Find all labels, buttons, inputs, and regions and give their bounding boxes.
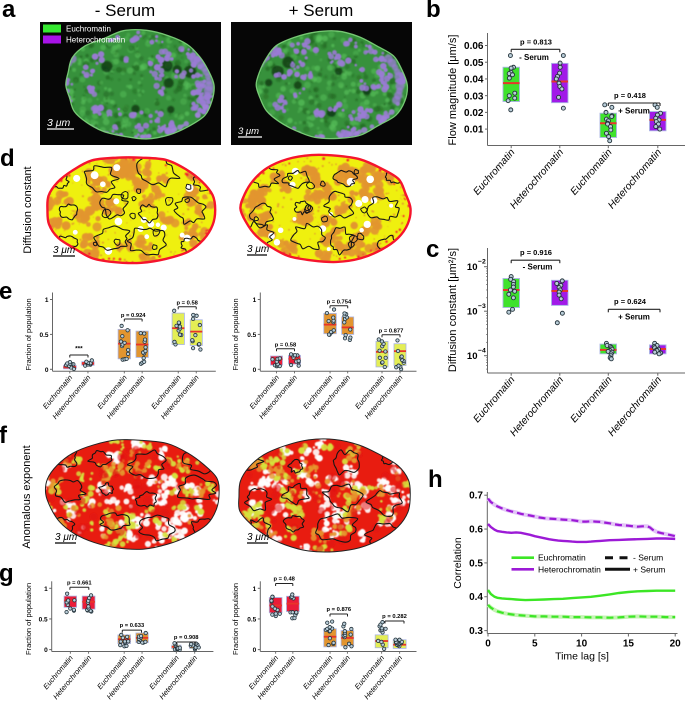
svg-text:a: a bbox=[2, 0, 16, 23]
svg-text:Euchromatin: Euchromatin bbox=[66, 25, 111, 34]
svg-text:h: h bbox=[428, 466, 443, 493]
svg-text:0.03: 0.03 bbox=[464, 91, 484, 102]
svg-text:p = 0.813: p = 0.813 bbox=[520, 38, 552, 47]
svg-text:Heterochromatin: Heterochromatin bbox=[66, 36, 125, 45]
svg-text:p = 0.48: p = 0.48 bbox=[273, 577, 295, 583]
svg-text:d: d bbox=[0, 145, 15, 172]
svg-text:b: b bbox=[426, 0, 441, 23]
svg-text:p = 0.754: p = 0.754 bbox=[327, 300, 352, 306]
svg-text:+ Serum: + Serum bbox=[633, 564, 665, 574]
svg-text:e: e bbox=[0, 278, 12, 305]
svg-text:0.05: 0.05 bbox=[464, 58, 484, 69]
svg-text:3 μm: 3 μm bbox=[55, 532, 77, 543]
svg-text:Time lag [s]: Time lag [s] bbox=[555, 651, 609, 663]
svg-text:1: 1 bbox=[45, 297, 49, 304]
svg-text:0.04: 0.04 bbox=[464, 75, 484, 86]
svg-text:−4: −4 bbox=[478, 348, 486, 355]
svg-text:p = 0.924: p = 0.924 bbox=[121, 313, 146, 319]
svg-text:3 μm: 3 μm bbox=[53, 245, 75, 256]
svg-text:p = 0.58: p = 0.58 bbox=[176, 301, 198, 307]
svg-text:p = 0.661: p = 0.661 bbox=[67, 580, 92, 586]
svg-text:15: 15 bbox=[623, 639, 635, 650]
svg-text:0: 0 bbox=[45, 367, 49, 374]
svg-text:1: 1 bbox=[253, 586, 257, 593]
svg-text:c: c bbox=[426, 236, 439, 263]
svg-text:1: 1 bbox=[44, 586, 48, 593]
svg-text:0.7: 0.7 bbox=[469, 491, 483, 502]
svg-text:p = 0.418: p = 0.418 bbox=[614, 91, 646, 100]
svg-text:3 μm: 3 μm bbox=[47, 117, 71, 129]
svg-text:- Serum: - Serum bbox=[523, 263, 553, 272]
svg-text:3 μm: 3 μm bbox=[247, 244, 269, 255]
svg-text:10: 10 bbox=[467, 351, 478, 362]
svg-text:0: 0 bbox=[253, 647, 257, 654]
svg-text:Anomalous exponent: Anomalous exponent bbox=[21, 445, 33, 548]
svg-text:−2: −2 bbox=[478, 259, 486, 266]
svg-text:- Serum: - Serum bbox=[633, 553, 663, 563]
svg-text:+ Serum: + Serum bbox=[618, 107, 650, 116]
svg-text:0.01: 0.01 bbox=[464, 125, 484, 136]
svg-text:0.5: 0.5 bbox=[247, 332, 256, 339]
svg-text:−3: −3 bbox=[478, 303, 486, 310]
svg-text:0.02: 0.02 bbox=[464, 108, 484, 119]
svg-text:p = 0.58: p = 0.58 bbox=[275, 343, 297, 349]
svg-text:0.5: 0.5 bbox=[39, 617, 48, 624]
svg-text:- Serum: - Serum bbox=[519, 53, 549, 62]
svg-text:Fraction of population: Fraction of population bbox=[24, 583, 33, 655]
svg-text:Fraction of population: Fraction of population bbox=[231, 583, 240, 655]
svg-text:***: *** bbox=[75, 346, 83, 353]
svg-text:3 μm: 3 μm bbox=[247, 532, 269, 543]
svg-text:p = 0.877: p = 0.877 bbox=[379, 329, 404, 335]
svg-text:1: 1 bbox=[253, 297, 257, 304]
svg-text:0.5: 0.5 bbox=[469, 558, 483, 569]
svg-text:0.5: 0.5 bbox=[247, 617, 256, 624]
svg-text:f: f bbox=[0, 422, 8, 449]
svg-text:0: 0 bbox=[44, 647, 48, 654]
svg-text:p = 0.908: p = 0.908 bbox=[174, 635, 199, 641]
svg-text:10: 10 bbox=[467, 306, 478, 317]
svg-text:5: 5 bbox=[532, 639, 538, 650]
svg-text:Diffusion constant: Diffusion constant bbox=[22, 166, 34, 253]
svg-text:10: 10 bbox=[467, 262, 478, 273]
svg-text:p = 0.876: p = 0.876 bbox=[326, 607, 351, 613]
svg-text:Fraction of population: Fraction of population bbox=[24, 298, 33, 370]
svg-text:p = 0.916: p = 0.916 bbox=[520, 248, 552, 257]
svg-text:0.06: 0.06 bbox=[464, 41, 484, 52]
svg-text:+ Serum: + Serum bbox=[289, 1, 354, 20]
svg-text:0.4: 0.4 bbox=[469, 592, 483, 603]
svg-text:p = 0.282: p = 0.282 bbox=[382, 614, 407, 620]
svg-text:Flow magnitude [μm/s]: Flow magnitude [μm/s] bbox=[447, 35, 459, 146]
svg-text:+ Serum: + Serum bbox=[618, 313, 650, 322]
svg-text:Correlation: Correlation bbox=[452, 537, 464, 589]
svg-text:0: 0 bbox=[485, 639, 491, 650]
svg-text:Euchromatin: Euchromatin bbox=[538, 553, 586, 563]
svg-text:Diffusion constant [μm²/s]: Diffusion constant [μm²/s] bbox=[447, 248, 459, 372]
svg-text:0: 0 bbox=[253, 367, 257, 374]
svg-text:Heterochromatin: Heterochromatin bbox=[538, 564, 601, 574]
svg-text:10: 10 bbox=[576, 639, 588, 650]
svg-text:- Serum: - Serum bbox=[95, 1, 155, 20]
svg-text:g: g bbox=[0, 560, 14, 587]
svg-text:Fraction of population: Fraction of population bbox=[231, 298, 240, 370]
svg-text:0.3: 0.3 bbox=[469, 626, 483, 637]
svg-text:20: 20 bbox=[670, 639, 682, 650]
svg-text:p = 0.633: p = 0.633 bbox=[120, 623, 145, 629]
svg-text:p = 0.624: p = 0.624 bbox=[614, 297, 647, 306]
svg-text:3 μm: 3 μm bbox=[238, 126, 259, 137]
svg-text:0.5: 0.5 bbox=[39, 332, 48, 339]
svg-text:0.6: 0.6 bbox=[469, 525, 483, 536]
